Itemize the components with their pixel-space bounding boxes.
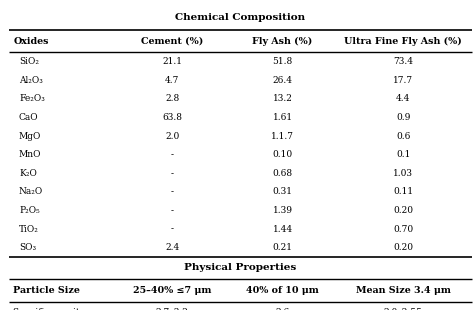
Text: 2.4: 2.4 xyxy=(165,243,179,252)
Text: -: - xyxy=(171,206,174,215)
Text: -: - xyxy=(171,224,174,234)
Text: 2.6: 2.6 xyxy=(275,308,290,310)
Text: Fly Ash (%): Fly Ash (%) xyxy=(253,37,313,46)
Text: 21.1: 21.1 xyxy=(162,57,182,66)
Text: 2.8: 2.8 xyxy=(165,94,179,104)
Text: Specific gravity: Specific gravity xyxy=(13,308,85,310)
Text: 2.0–2.55: 2.0–2.55 xyxy=(384,308,423,310)
Text: MnO: MnO xyxy=(19,150,41,159)
Text: 1.61: 1.61 xyxy=(273,113,292,122)
Text: 0.21: 0.21 xyxy=(273,243,292,252)
Text: 0.10: 0.10 xyxy=(273,150,292,159)
Text: TiO₂: TiO₂ xyxy=(19,224,39,234)
Text: 1.1.7: 1.1.7 xyxy=(271,131,294,141)
Text: 0.20: 0.20 xyxy=(393,243,413,252)
Text: Ultra Fine Fly Ash (%): Ultra Fine Fly Ash (%) xyxy=(345,37,462,46)
Text: 17.7: 17.7 xyxy=(393,76,413,85)
Text: 0.6: 0.6 xyxy=(396,131,410,141)
Text: 4.4: 4.4 xyxy=(396,94,410,104)
Text: 0.20: 0.20 xyxy=(393,206,413,215)
Text: Al₂O₃: Al₂O₃ xyxy=(19,76,43,85)
Text: Na₂O: Na₂O xyxy=(19,187,43,197)
Text: 1.39: 1.39 xyxy=(273,206,292,215)
Text: 1.03: 1.03 xyxy=(393,169,413,178)
Text: -: - xyxy=(171,187,174,197)
Text: Mean Size 3.4 μm: Mean Size 3.4 μm xyxy=(356,286,451,295)
Text: 2.0: 2.0 xyxy=(165,131,179,141)
Text: K₂O: K₂O xyxy=(19,169,37,178)
Text: 0.70: 0.70 xyxy=(393,224,413,234)
Text: 73.4: 73.4 xyxy=(393,57,413,66)
Text: 40% of 10 μm: 40% of 10 μm xyxy=(246,286,319,295)
Text: Physical Properties: Physical Properties xyxy=(184,263,297,272)
Text: 25–40% ≤7 μm: 25–40% ≤7 μm xyxy=(133,286,211,295)
Text: Fe₂O₃: Fe₂O₃ xyxy=(19,94,45,104)
Text: 51.8: 51.8 xyxy=(273,57,292,66)
Text: 0.11: 0.11 xyxy=(393,187,413,197)
Text: -: - xyxy=(171,150,174,159)
Text: 1.44: 1.44 xyxy=(273,224,292,234)
Text: Cement (%): Cement (%) xyxy=(141,37,203,46)
Text: -: - xyxy=(171,169,174,178)
Text: Oxides: Oxides xyxy=(13,37,49,46)
Text: SiO₂: SiO₂ xyxy=(19,57,39,66)
Text: 0.68: 0.68 xyxy=(273,169,292,178)
Text: 4.7: 4.7 xyxy=(165,76,180,85)
Text: 0.31: 0.31 xyxy=(273,187,292,197)
Text: Particle Size: Particle Size xyxy=(13,286,80,295)
Text: SO₃: SO₃ xyxy=(19,243,36,252)
Text: 0.1: 0.1 xyxy=(396,150,410,159)
Text: Chemical Composition: Chemical Composition xyxy=(175,13,306,22)
Text: P₂O₅: P₂O₅ xyxy=(19,206,40,215)
Text: 63.8: 63.8 xyxy=(162,113,182,122)
Text: 0.9: 0.9 xyxy=(396,113,410,122)
Text: 13.2: 13.2 xyxy=(273,94,292,104)
Text: CaO: CaO xyxy=(19,113,38,122)
Text: 2.7–3.2: 2.7–3.2 xyxy=(156,308,189,310)
Text: MgO: MgO xyxy=(19,131,41,141)
Text: 26.4: 26.4 xyxy=(273,76,292,85)
